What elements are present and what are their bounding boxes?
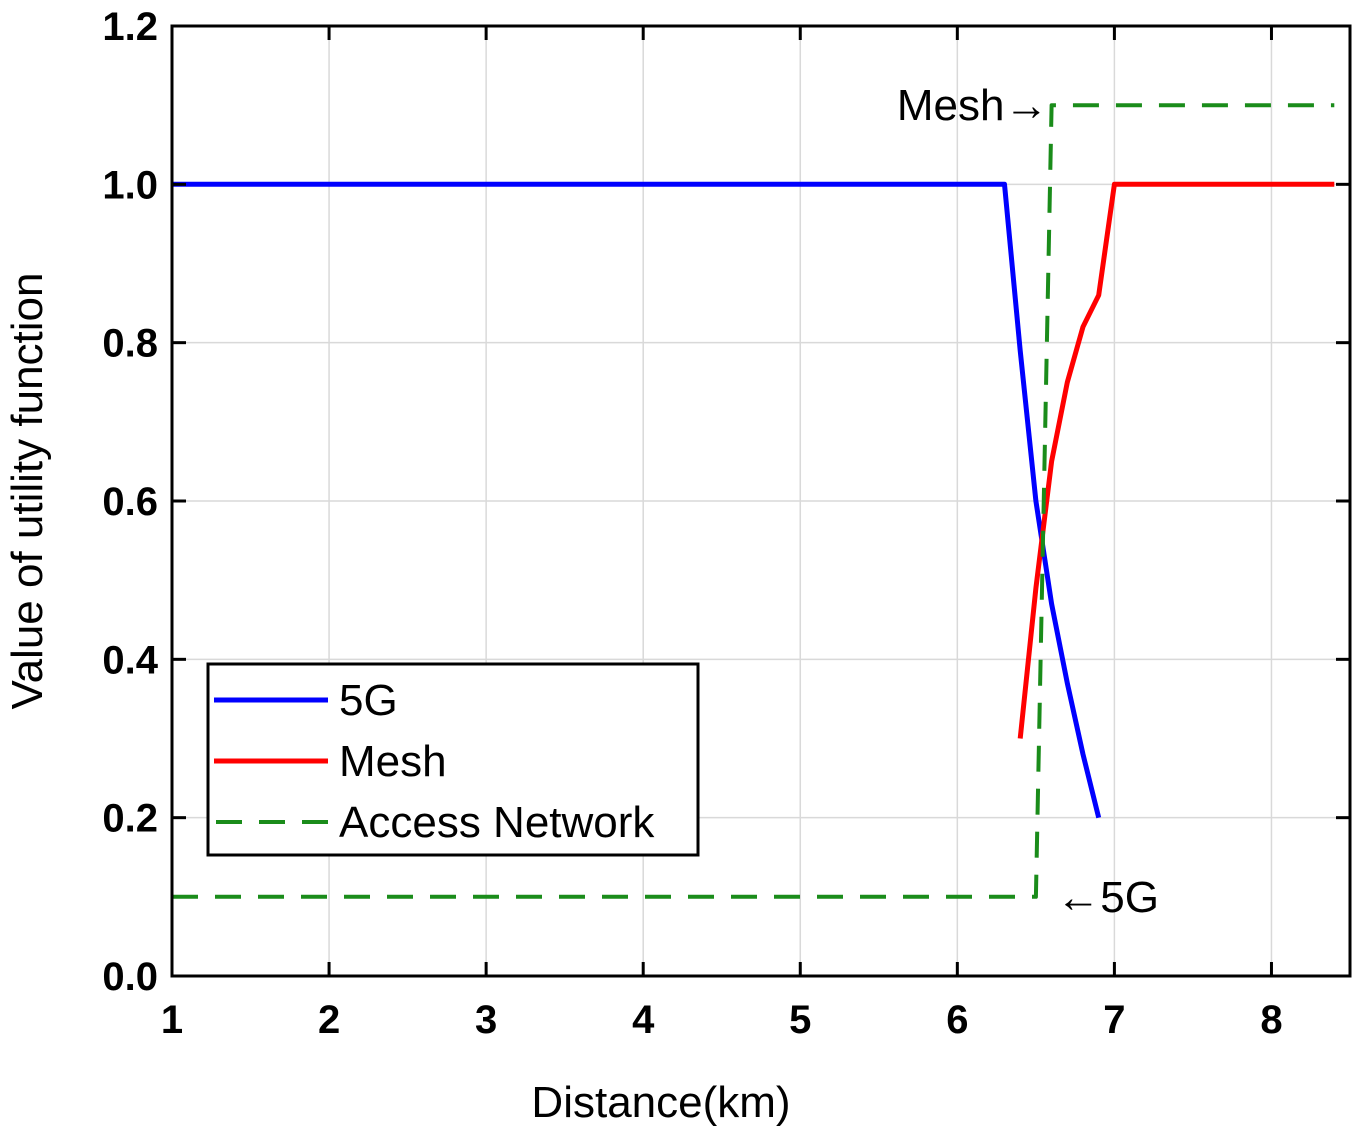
legend-label: Mesh: [339, 737, 447, 786]
axis-ticks: 1 2 3 4 5 6 7 8 0.0 0.2 0.4 0.6 0.8 1.0 1.2: [102, 5, 1350, 1042]
x-tick-label: 2: [318, 998, 340, 1042]
x-tick-label: 8: [1260, 998, 1282, 1042]
annotations: Mesh→ ←5G: [897, 81, 1159, 922]
series-line-mesh: [1017, 181, 1335, 739]
x-tick-label: 5: [789, 998, 811, 1042]
legend-label: Access Network: [339, 798, 655, 847]
y-tick-label: 0.2: [102, 797, 158, 841]
legend-label: 5G: [339, 676, 398, 725]
y-tick-label: 0.8: [102, 322, 158, 366]
y-tick-label: 1.0: [102, 163, 158, 207]
x-tick-label: 4: [632, 998, 655, 1042]
series-line-access-network: [172, 103, 1335, 899]
y-axis-title: Value of utility function: [3, 273, 52, 710]
x-axis-title: Distance(km): [531, 1078, 790, 1127]
series-lines: [172, 103, 1335, 899]
annotation-label: Mesh→: [897, 81, 1049, 130]
y-tick-label: 0.6: [102, 480, 158, 524]
y-tick-label: 0.0: [102, 955, 158, 999]
legend: 5G Mesh Access Network: [206, 662, 700, 857]
y-tick-label: 0.4: [102, 638, 158, 682]
x-tick-label: 6: [946, 998, 968, 1042]
x-tick-label: 7: [1103, 998, 1125, 1042]
y-tick-label: 1.2: [102, 5, 158, 49]
annotation-label: ←5G: [1056, 873, 1159, 922]
x-tick-label: 1: [161, 998, 183, 1042]
x-tick-label: 3: [475, 998, 497, 1042]
